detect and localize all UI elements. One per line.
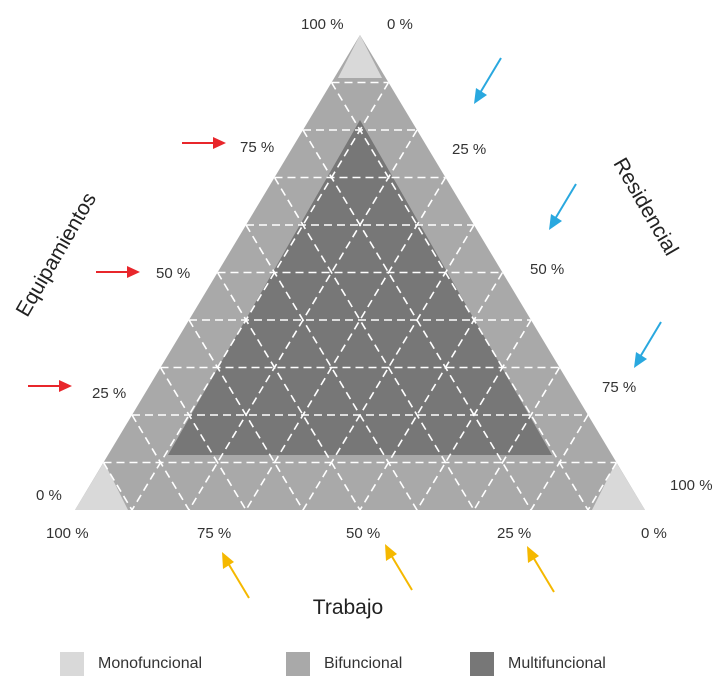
legend-item-monofuncional: Monofuncional xyxy=(60,652,202,676)
legend: Monofuncional Bifuncional Multifuncional xyxy=(0,652,723,682)
axis-title-equipamientos: Equipamientos xyxy=(12,189,101,321)
left-tick-0: 0 % xyxy=(36,487,62,504)
arrow-up-left-icon xyxy=(527,546,555,593)
left-tick-25: 25 % xyxy=(92,385,126,402)
bottom-tick-50: 50 % xyxy=(346,525,380,542)
left-tick-100: 100 % xyxy=(301,16,344,33)
grid-line-diagonal xyxy=(473,367,561,510)
arrow-right-icon xyxy=(182,137,226,149)
arrow-down-left-icon xyxy=(549,183,577,230)
monofunctional-corner-top xyxy=(338,35,382,78)
legend-swatch-multifuncional xyxy=(470,652,494,676)
grid-line-diagonal xyxy=(188,129,418,510)
monofunctional-corner-right xyxy=(592,462,645,510)
legend-item-multifuncional: Multifuncional xyxy=(470,652,606,676)
right-tick-25: 25 % xyxy=(452,141,486,158)
left-tick-50: 50 % xyxy=(156,265,190,282)
residencial-arrows xyxy=(474,57,662,368)
legend-item-bifuncional: Bifuncional xyxy=(286,652,402,676)
arrow-up-left-icon xyxy=(222,552,250,599)
grid-line-diagonal xyxy=(330,82,589,510)
arrow-right-icon xyxy=(28,380,72,392)
right-tick-0: 0 % xyxy=(387,16,413,33)
bottom-tick-100: 100 % xyxy=(46,525,89,542)
arrow-right-icon xyxy=(96,266,140,278)
legend-label-multifuncional: Multifuncional xyxy=(508,655,606,672)
legend-label-bifuncional: Bifuncional xyxy=(324,655,403,672)
monofunctional-corner-left xyxy=(75,462,128,510)
right-tick-100: 100 % xyxy=(670,477,713,494)
ternary-grid xyxy=(102,81,618,510)
grid-line-diagonal xyxy=(131,82,390,510)
arrow-down-left-icon xyxy=(634,321,662,368)
grid-line-diagonal xyxy=(359,272,504,510)
arrow-down-left-icon xyxy=(474,57,502,104)
bottom-tick-25: 25 % xyxy=(497,525,531,542)
axis-title-residencial: Residencial xyxy=(609,154,683,260)
bottom-tick-75: 75 % xyxy=(197,525,231,542)
legend-swatch-monofuncional xyxy=(60,652,84,676)
axis-title-trabajo: Trabajo xyxy=(313,596,383,619)
arrow-up-left-icon xyxy=(385,544,413,591)
left-tick-75: 75 % xyxy=(240,139,274,156)
grid-line-diagonal xyxy=(302,129,532,510)
trabajo-arrows xyxy=(222,544,555,599)
ternary-triangle xyxy=(75,35,645,510)
bottom-tick-0: 0 % xyxy=(641,525,667,542)
multifunctional-region xyxy=(168,120,552,455)
right-tick-50: 50 % xyxy=(530,261,564,278)
right-tick-75: 75 % xyxy=(602,379,636,396)
grid-line-diagonal xyxy=(102,462,133,510)
equipamientos-arrows xyxy=(28,137,226,392)
grid-line-diagonal xyxy=(159,367,247,510)
legend-swatch-bifuncional xyxy=(286,652,310,676)
legend-label-monofuncional: Monofuncional xyxy=(98,655,203,672)
grid-line-diagonal xyxy=(216,272,361,510)
grid-line-diagonal xyxy=(587,462,618,510)
